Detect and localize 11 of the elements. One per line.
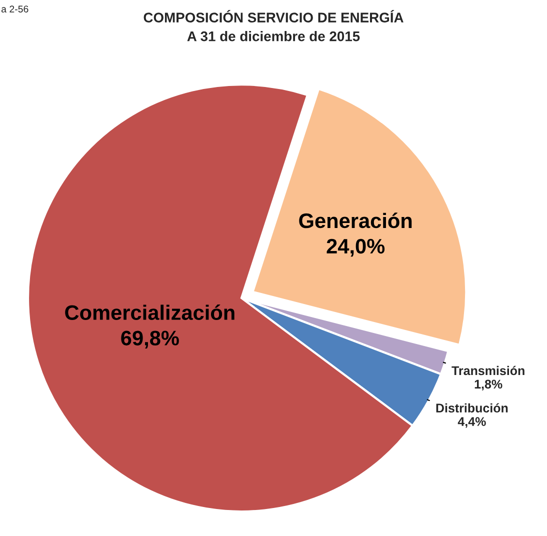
chart-subtitle: A 31 de diciembre de 2015 xyxy=(187,31,360,42)
data-label: 69,8% xyxy=(121,330,179,348)
slice-label: Comercialización xyxy=(65,304,234,320)
data-label: 24,0% xyxy=(326,238,385,257)
slice-label: Transmisión xyxy=(452,366,524,376)
chart-title: COMPOSICIÓN SERVICIO DE ENERGÍA xyxy=(144,10,404,22)
data-label: 1,8% xyxy=(474,380,502,390)
data-label: 4,4% xyxy=(458,417,486,428)
text: a 2-56 xyxy=(2,6,28,12)
slice-label: Distribución xyxy=(436,403,508,413)
slice-label: Generación xyxy=(299,212,412,228)
